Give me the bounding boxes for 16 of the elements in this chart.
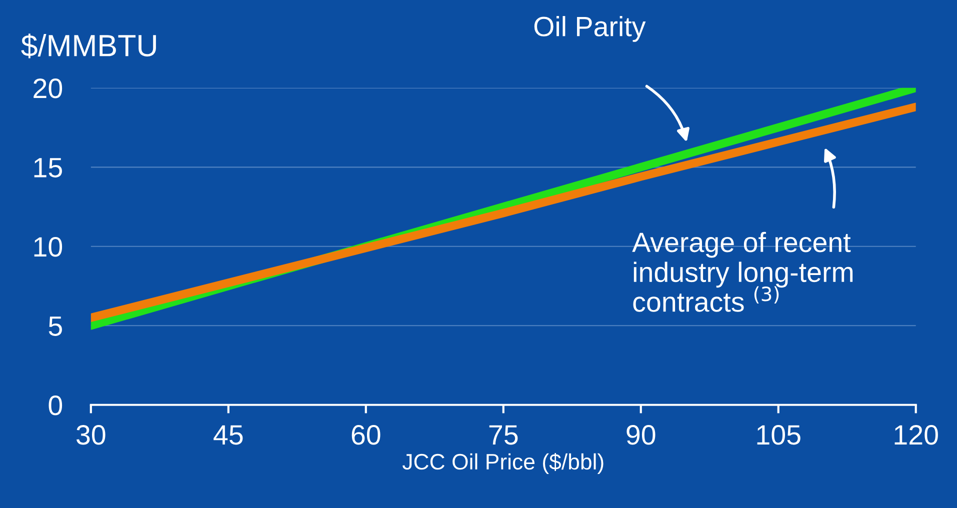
x-tick-label: 90	[626, 425, 656, 445]
y-tick-label: 15	[34, 158, 62, 178]
x-tick-label: 120	[894, 425, 938, 445]
x-tick-label: 60	[352, 425, 380, 445]
text: Oil Parity	[534, 16, 646, 42]
y-axis-title: $/MMBTU	[21, 34, 156, 58]
x-tick-label: 45	[214, 425, 243, 445]
y-tick-label: 20	[34, 78, 62, 98]
y-tick-label: 5	[48, 316, 62, 336]
x-axis-title: JCC Oil Price ($/bbl)	[402, 452, 604, 474]
x-tick-label: 30	[76, 425, 106, 445]
annotation: Average of recent industry long-term contracts $^{(3)}$	[632, 232, 853, 312]
x-tick-label: 75	[489, 425, 518, 445]
y-tick-label: 0	[48, 396, 62, 416]
x-tick-label: 105	[757, 425, 800, 445]
y-tick-label: 10	[34, 237, 62, 257]
